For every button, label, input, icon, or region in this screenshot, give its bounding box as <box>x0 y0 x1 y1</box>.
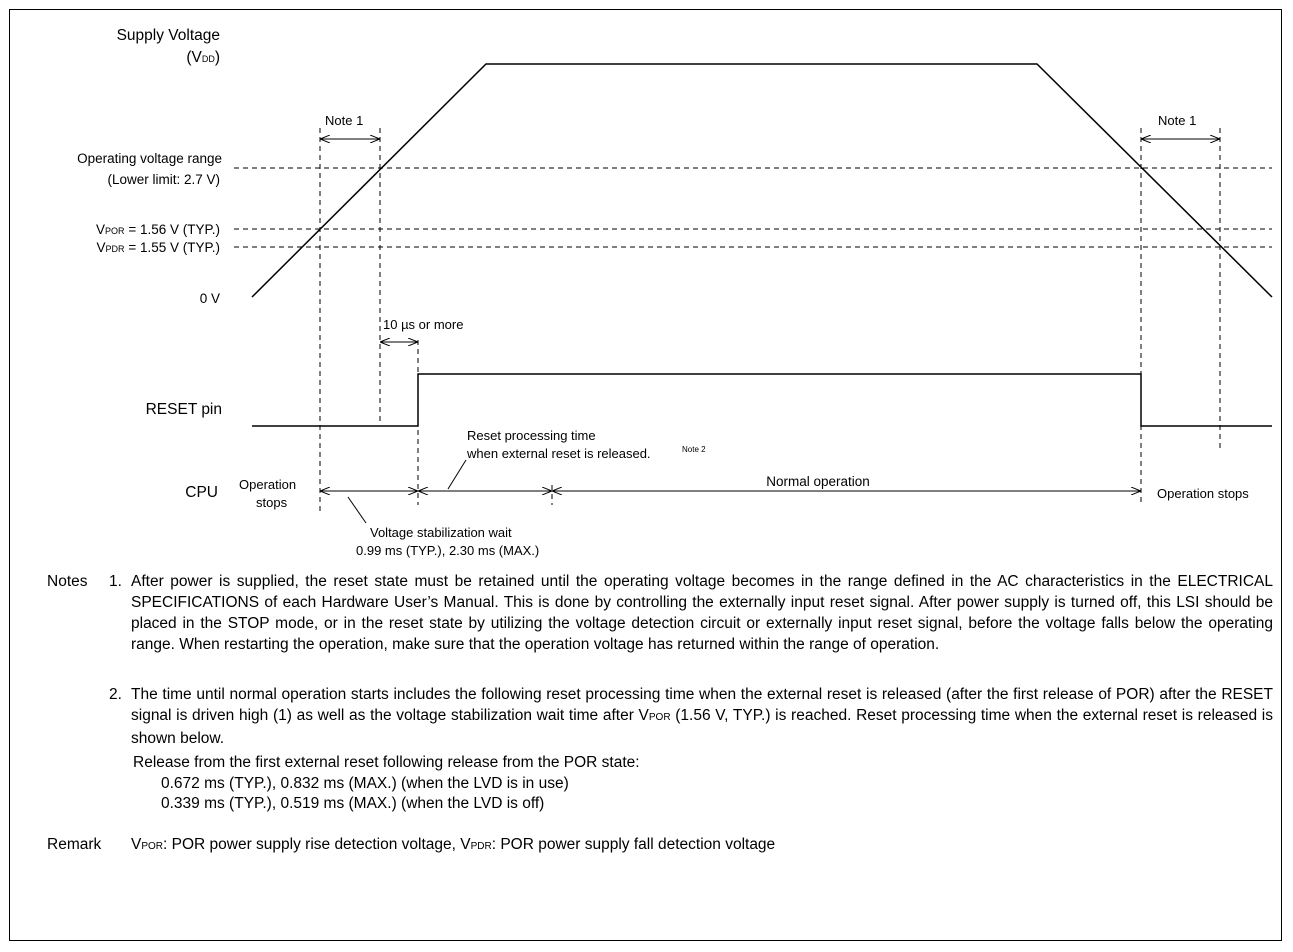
reset-pin-waveform <box>252 373 1272 427</box>
release-line-2: 0.339 ms (TYP.), 0.519 ms (MAX.) (when t… <box>161 795 545 812</box>
note2-text: The time until normal operation starts i… <box>131 686 1273 747</box>
note2-number: 2. <box>109 686 122 703</box>
normal-operation-label: Normal operation <box>766 474 870 489</box>
supply-voltage-waveform <box>251 63 1273 298</box>
vdd-label: (VDD) <box>186 49 220 66</box>
op-range-label: Operating voltage range <box>77 151 222 166</box>
release-header: Release from the first external reset fo… <box>133 754 640 771</box>
notes-label: Notes <box>47 573 88 590</box>
remark-label: Remark <box>47 836 102 853</box>
note1-number: 1. <box>109 573 122 590</box>
reset-pin-label: RESET pin <box>146 401 222 418</box>
op-stops-left-label-2: stops <box>256 495 288 510</box>
lower-limit-label: (Lower limit: 2.7 V) <box>107 172 220 187</box>
figure-frame <box>9 9 1282 941</box>
vpdr-label: VPDR = 1.55 V (TYP.) <box>97 240 220 255</box>
note1-right-label: Note 1 <box>1158 113 1196 128</box>
note1-left-label: Note 1 <box>325 113 363 128</box>
supply-voltage-label: Supply Voltage <box>117 27 220 44</box>
release-line-1: 0.672 ms (TYP.), 0.832 ms (MAX.) (when t… <box>161 775 569 792</box>
cpu-label: CPU <box>185 484 218 501</box>
timing-diagram: Supply Voltage (VDD) Operating voltage r… <box>77 27 1273 558</box>
vpor-label: VPOR = 1.56 V (TYP.) <box>96 222 220 237</box>
op-stops-right-label: Operation stops <box>1157 486 1249 501</box>
note1-text: After power is supplied, the reset state… <box>131 573 1273 653</box>
vstab-label-1: Voltage stabilization wait <box>370 525 512 540</box>
reset-processing-label-1: Reset processing time <box>467 428 596 443</box>
vstab-leader <box>347 496 367 524</box>
op-stops-left-label-1: Operation <box>239 477 296 492</box>
vstab-label-2: 0.99 ms (TYP.), 2.30 ms (MAX.) <box>356 543 539 558</box>
reset-processing-label-2: when external reset is released. <box>466 446 651 461</box>
note2-superscript: Note 2 <box>682 445 706 454</box>
remark-text: VPOR: POR power supply rise detection vo… <box>131 836 776 853</box>
reset-processing-leader <box>447 459 467 490</box>
ten-us-label: 10 µs or more <box>383 317 463 332</box>
zero-v-label: 0 V <box>200 291 220 306</box>
